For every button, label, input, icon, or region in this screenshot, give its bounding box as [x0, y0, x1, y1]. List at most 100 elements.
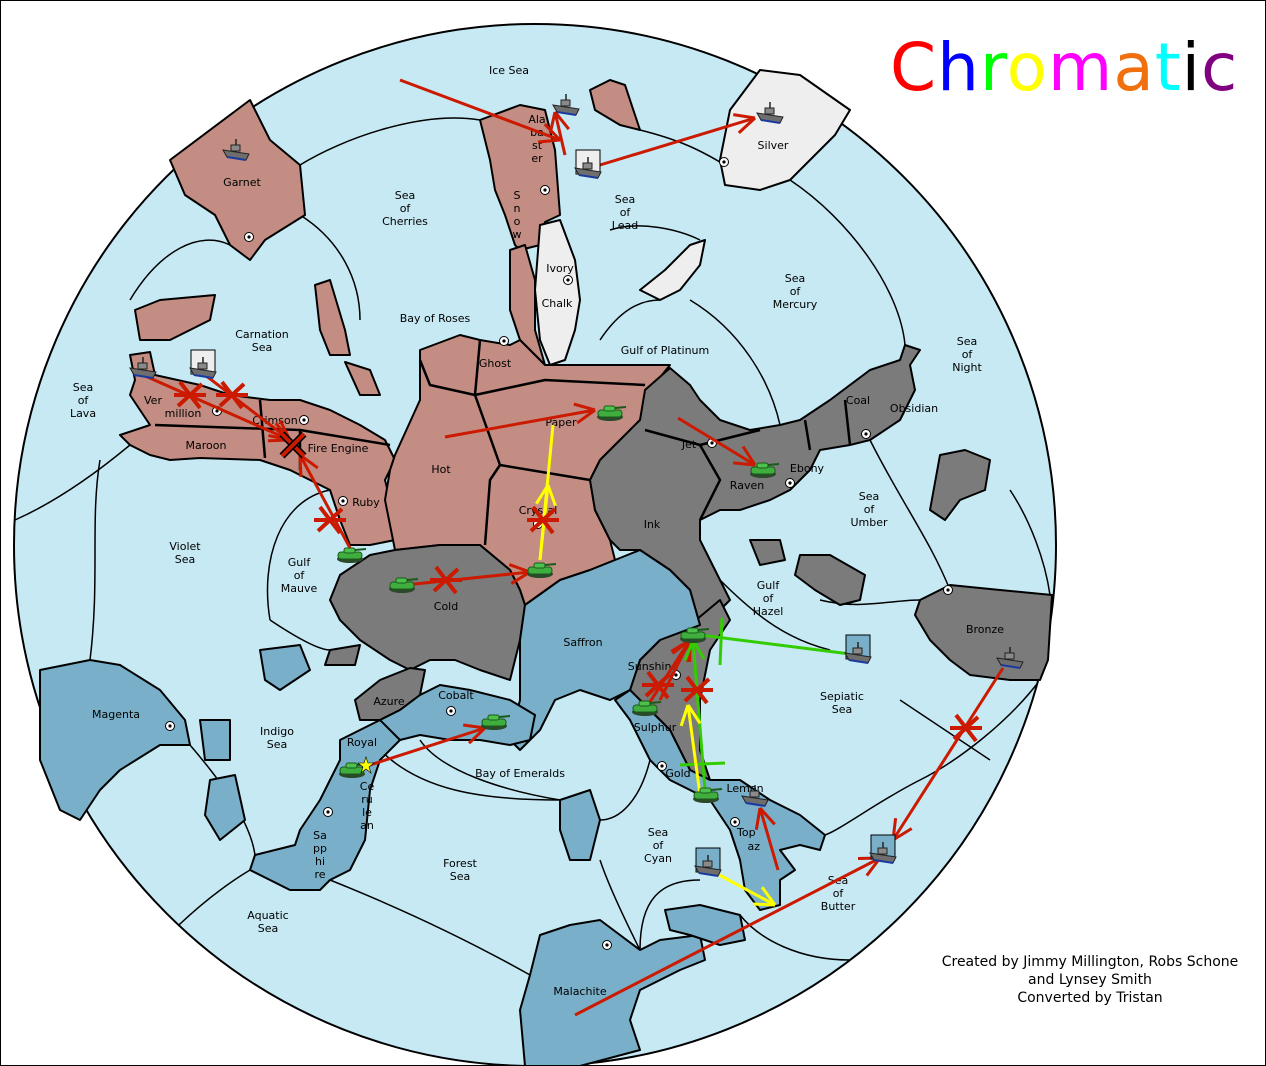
supply-center-icon — [861, 429, 871, 439]
tank-icon[interactable] — [337, 547, 367, 563]
supply-center-icon — [719, 157, 729, 167]
land-regions — [39, 69, 1053, 1066]
province-labels: Ice SeaAlabasterSilverGarnetSeaofCherrie… — [70, 64, 1004, 998]
region-royal-cerulean[interactable] — [249, 719, 401, 891]
province-label: Ice Sea — [489, 64, 529, 77]
supply-centers — [165, 157, 953, 950]
province-label: Sea — [859, 490, 880, 503]
title-letter: i — [1181, 29, 1201, 106]
supply-center-icon — [657, 761, 667, 771]
province-label: Malachite — [553, 985, 606, 998]
credits-line: Converted by Tristan — [1017, 990, 1163, 1006]
region-jet-ink-raven[interactable] — [589, 344, 921, 626]
region-ivory-chalk[interactable] — [534, 219, 581, 366]
region-garnet[interactable] — [169, 99, 306, 261]
region-island — [344, 361, 381, 396]
ship-icon[interactable] — [741, 785, 769, 807]
province-label: Crimson — [252, 414, 297, 427]
province-label: pp — [313, 842, 327, 855]
ship-icon[interactable] — [129, 357, 157, 379]
tank-icon[interactable] — [481, 714, 511, 730]
title-letter: o — [1006, 29, 1049, 106]
province-label: of — [790, 285, 802, 298]
failed-order-marks — [174, 380, 982, 743]
region-island — [134, 294, 216, 341]
province-label: Sea — [258, 922, 279, 935]
province-label: Sea — [648, 826, 669, 839]
tank-icon[interactable] — [632, 700, 662, 716]
region-island — [559, 789, 601, 861]
region-island — [749, 539, 786, 566]
province-label: Obsidian — [890, 402, 938, 415]
province-label: Royal — [347, 736, 377, 749]
tank-icon[interactable] — [389, 577, 419, 593]
province-label: Aquatic — [247, 909, 288, 922]
province-label: Ala — [528, 113, 545, 126]
province-label: Cold — [434, 600, 458, 613]
region-island — [664, 904, 746, 946]
tank-icon[interactable] — [527, 562, 557, 578]
province-label: Cherries — [382, 215, 428, 228]
region-magenta[interactable] — [39, 659, 191, 821]
star-icon — [357, 756, 375, 774]
tank-icon[interactable] — [597, 405, 627, 421]
province-label: Gulf — [288, 556, 312, 569]
province-label: Ghost — [479, 357, 512, 370]
province-label: of — [294, 569, 306, 582]
region-island — [589, 79, 641, 131]
region-malachite[interactable] — [519, 919, 706, 1066]
province-label: Sulphur — [634, 721, 677, 734]
province-label: ru — [361, 793, 373, 806]
province-label: Mercury — [773, 298, 818, 311]
province-label: of — [833, 887, 845, 900]
province-label: Lead — [612, 219, 638, 232]
province-label: Ver — [144, 394, 162, 407]
province-label: of — [400, 202, 412, 215]
province-label: of — [864, 503, 876, 516]
ship-icon[interactable] — [756, 102, 784, 124]
province-label: Sa — [313, 829, 327, 842]
ship-icon[interactable] — [869, 834, 897, 864]
province-label: Sea — [395, 189, 416, 202]
order-arrow — [709, 868, 777, 907]
province-label: Mauve — [281, 582, 318, 595]
province-label: Coal — [846, 394, 870, 407]
supply-center-icon — [446, 706, 456, 716]
tank-icon[interactable] — [750, 462, 780, 478]
province-label: Sepiatic — [820, 690, 864, 703]
province-label: Ce — [360, 780, 375, 793]
province-label: Butter — [821, 900, 856, 913]
title-letter: c — [1201, 29, 1239, 106]
supply-center-icon — [785, 478, 795, 488]
ship-icon[interactable] — [552, 94, 580, 116]
tank-icon[interactable] — [693, 787, 723, 803]
province-label: Sea — [252, 341, 273, 354]
ship-icon[interactable] — [189, 349, 217, 379]
region-island — [324, 644, 361, 666]
title-letter: r — [979, 29, 1007, 106]
supply-center-icon — [323, 807, 333, 817]
failed-order-x-icon — [314, 505, 346, 535]
map-title: Chromatic — [890, 28, 1238, 108]
failed-order-x-icon — [430, 565, 462, 595]
ship-icon[interactable] — [694, 847, 722, 877]
province-label: Ebony — [790, 462, 825, 475]
ship-icon[interactable] — [222, 139, 250, 161]
region-silver[interactable] — [719, 69, 851, 191]
province-label: Garnet — [223, 176, 261, 189]
order-arrow — [599, 113, 757, 167]
ship-icon[interactable] — [574, 149, 602, 179]
credits-line: Created by Jimmy Millington, Robs Schone — [941, 954, 1239, 970]
ship-icon[interactable] — [844, 634, 872, 664]
tank-icon[interactable] — [339, 762, 369, 778]
tank-icon[interactable] — [680, 627, 710, 643]
province-label: Sea — [957, 335, 978, 348]
province-label: Hot — [431, 463, 451, 476]
region-bronze[interactable] — [914, 584, 1053, 681]
province-label: of — [962, 348, 974, 361]
province-label: million — [165, 407, 202, 420]
region-ghost-strip[interactable] — [509, 244, 546, 366]
province-label: Forest — [443, 857, 477, 870]
supply-center-icon — [730, 817, 740, 827]
ship-icon[interactable] — [996, 647, 1024, 669]
